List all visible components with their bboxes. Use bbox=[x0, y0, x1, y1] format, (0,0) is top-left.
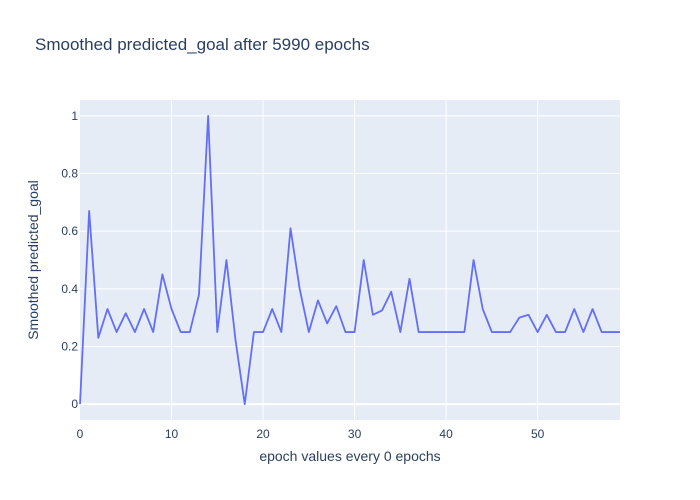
y-tick-label: 0.6 bbox=[61, 224, 78, 238]
x-axis-title: epoch values every 0 epochs bbox=[259, 448, 440, 464]
x-tick-label: 10 bbox=[165, 427, 179, 441]
series-line bbox=[79, 114, 620, 406]
x-tick-label: 20 bbox=[256, 427, 270, 441]
y-tick-label: 0 bbox=[71, 397, 78, 411]
gridlines bbox=[80, 100, 620, 420]
y-tick-label: 0.4 bbox=[61, 282, 78, 296]
y-axis-title: Smoothed predicted_goal bbox=[25, 180, 41, 340]
y-tick-label: 0.2 bbox=[61, 339, 78, 353]
x-tick-label: 40 bbox=[439, 427, 453, 441]
y-tick-label: 0.8 bbox=[61, 167, 78, 181]
x-tick-label: 0 bbox=[77, 427, 84, 441]
y-tick-label: 1 bbox=[71, 109, 78, 123]
x-axis-ticks: 0 10 20 30 40 50 bbox=[77, 427, 545, 441]
x-tick-label: 50 bbox=[531, 427, 545, 441]
x-tick-label: 30 bbox=[348, 427, 362, 441]
y-axis-ticks: 0 0.2 0.4 0.6 0.8 1 bbox=[61, 109, 78, 411]
chart-title: Smoothed predicted_goal after 5990 epoch… bbox=[35, 35, 370, 54]
plot-area bbox=[80, 100, 620, 420]
